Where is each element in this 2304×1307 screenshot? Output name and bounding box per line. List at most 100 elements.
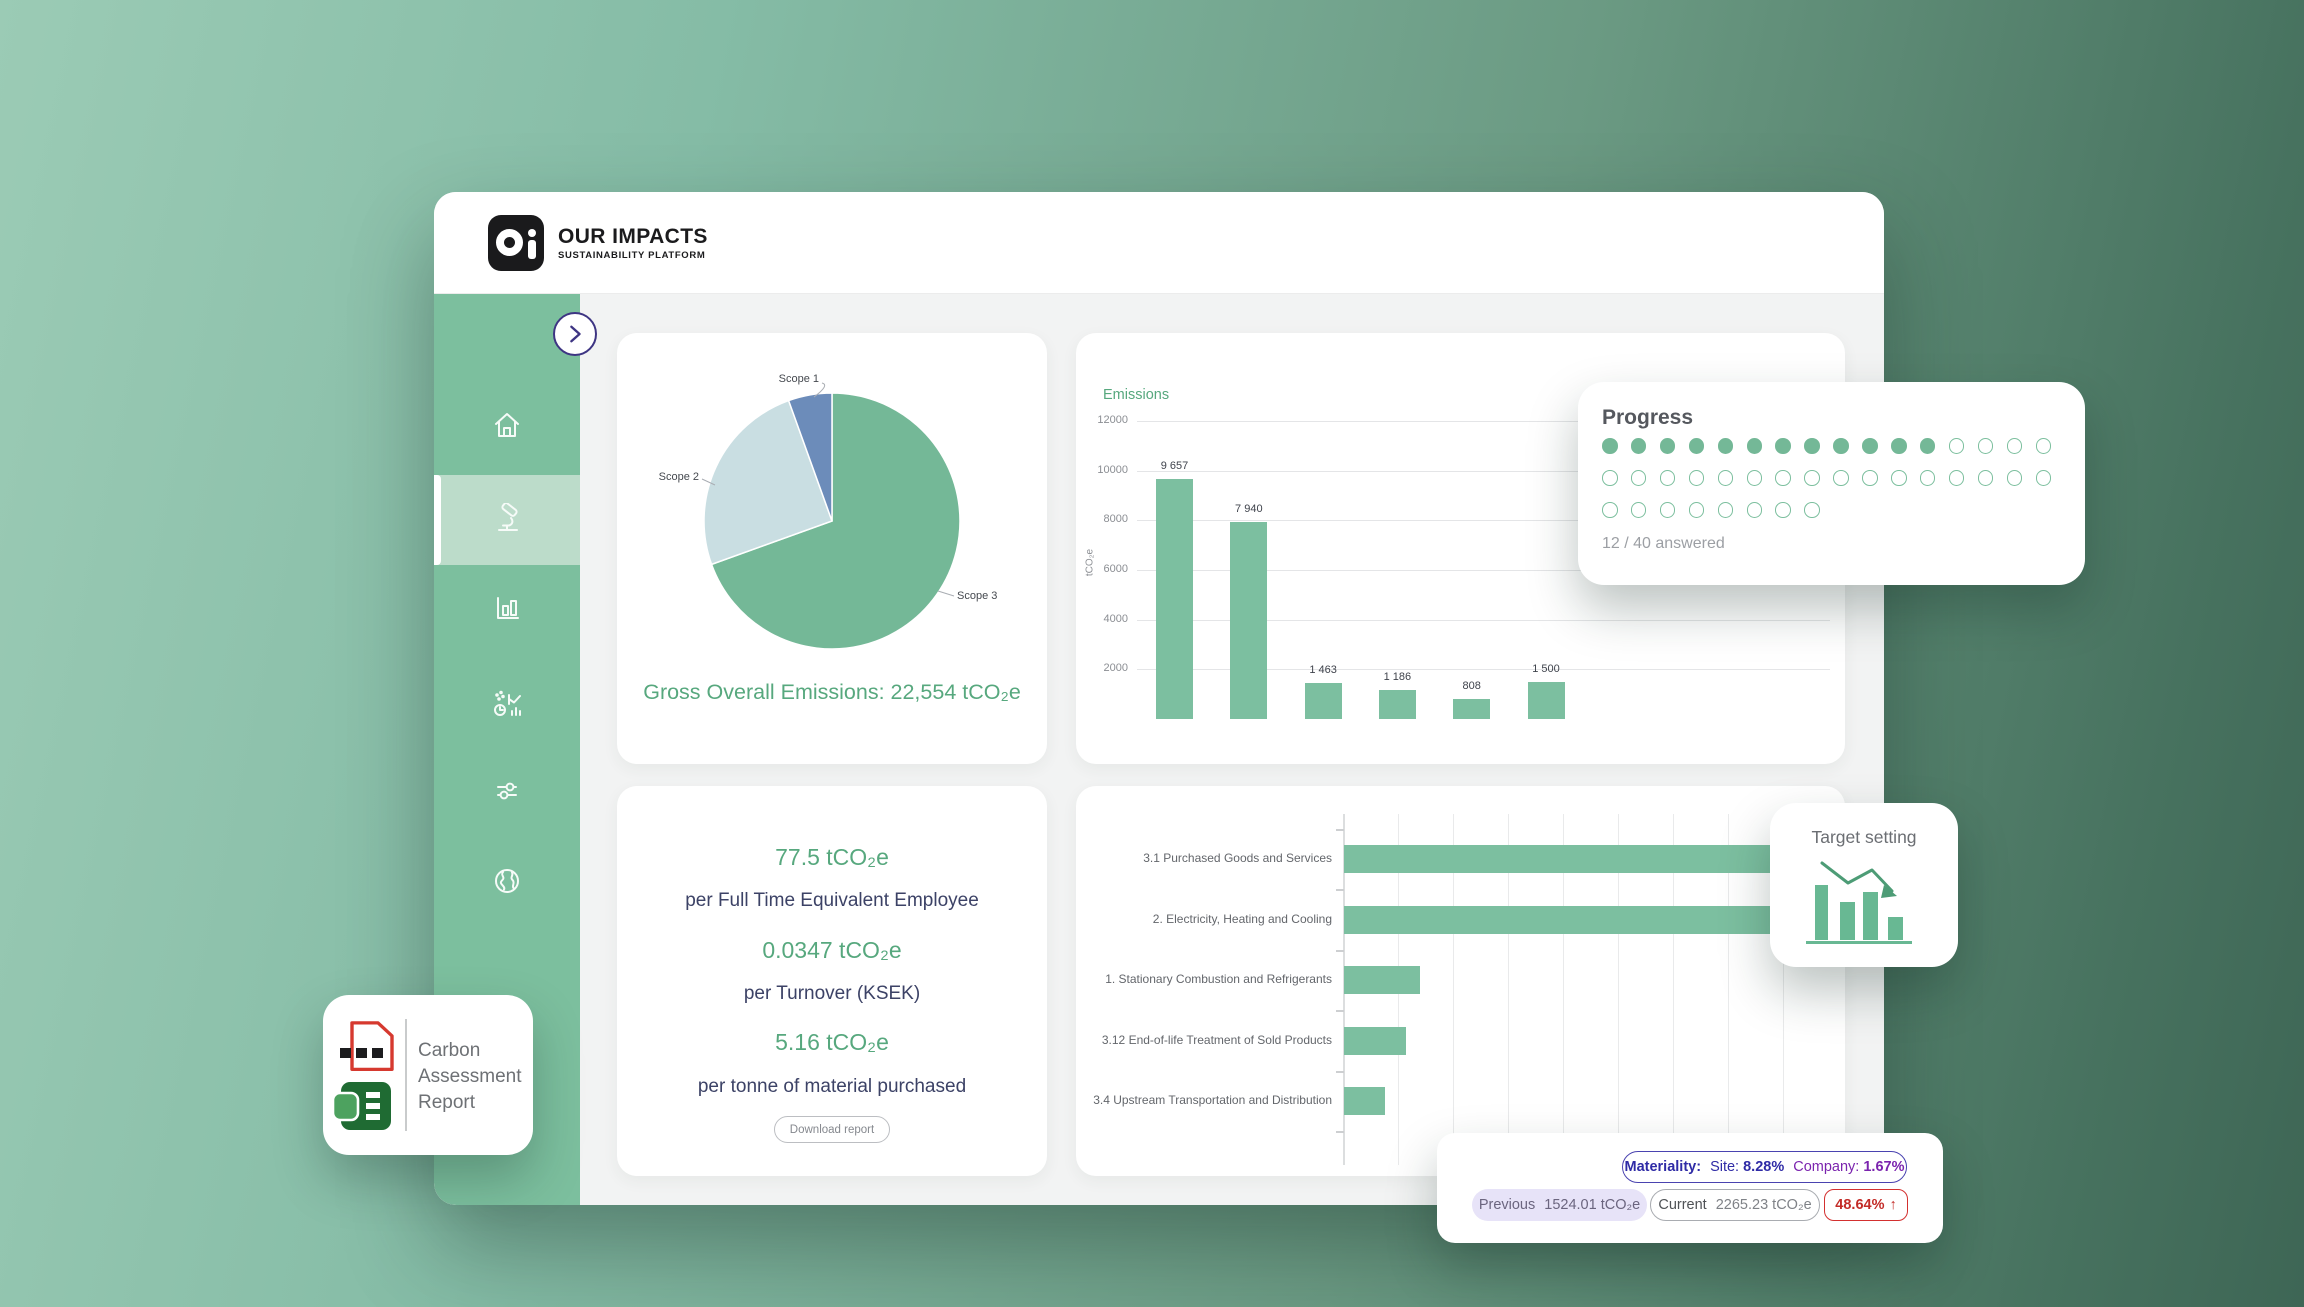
grid-line: [1137, 421, 1830, 422]
progress-title: Progress: [1602, 406, 1694, 429]
target-setting-card[interactable]: Target setting: [1770, 803, 1958, 967]
logo-o-glyph: [496, 229, 523, 256]
sidebar-item-reports[interactable]: [434, 578, 580, 638]
report-title-line3: Report: [418, 1092, 476, 1113]
metric-value-fte: 77.5 tCO₂e: [775, 844, 889, 870]
sidebar-item-home[interactable]: [434, 396, 580, 456]
bar: [1344, 845, 1790, 873]
pie-slice-scope-3: [710, 392, 961, 650]
y-axis-tick-mark: [1336, 1071, 1344, 1073]
progress-dot-unanswered: [1688, 470, 1705, 486]
bar-value-label: 1 500: [1532, 662, 1560, 675]
globe-icon: [495, 869, 519, 893]
bar: [1156, 479, 1193, 719]
pie-slice-scope-2: [703, 399, 833, 566]
progress-dot-answered: [1659, 438, 1676, 454]
current-value-badge: Current 2265.23 tCO₂e: [1650, 1189, 1820, 1221]
bar-value-label: 1 186: [1383, 670, 1412, 683]
grid-line: [1137, 570, 1830, 571]
progress-dot-unanswered: [1919, 470, 1936, 486]
progress-dot-answered: [1919, 438, 1936, 454]
arrow-up-icon: ↑: [1889, 1197, 1897, 1213]
y-axis-tick-label: 10000: [1097, 463, 1128, 476]
intensity-metrics-card: 77.5 tCO₂e per Full Time Equivalent Empl…: [617, 786, 1047, 1176]
progress-dot-unanswered: [1659, 502, 1676, 518]
brand-tagline: SUSTAINABILITY PLATFORM: [558, 249, 706, 261]
progress-dot-unanswered: [1775, 502, 1791, 518]
analytics-clock-icon: [494, 690, 521, 716]
metric-value-material: 5.16 tCO₂e: [775, 1029, 889, 1055]
scope-pie-chart: [701, 382, 961, 650]
grid-line: [1728, 814, 1729, 1165]
progress-dot-unanswered: [1804, 470, 1820, 486]
grid-line: [1618, 814, 1619, 1165]
bar: [1344, 1026, 1407, 1055]
report-document-icon: [340, 1021, 394, 1071]
progress-dot-unanswered: [1862, 470, 1878, 486]
our-impacts-logo: [488, 214, 544, 271]
bar-value-label: 7 940: [1235, 502, 1263, 515]
grid-line: [1563, 814, 1564, 1165]
bar: [1453, 698, 1491, 719]
gross-emissions-caption: Gross Overall Emissions: 22,554 tCO₂e: [643, 680, 1021, 704]
y-axis-tick-label: 6000: [1103, 563, 1128, 575]
sidebar-item-assessment[interactable]: [434, 490, 580, 550]
progress-dot-unanswered: [1630, 502, 1647, 518]
progress-dot-unanswered: [1602, 470, 1618, 486]
progress-dot-answered: [1746, 438, 1762, 454]
sidebar-item-global[interactable]: [434, 851, 580, 911]
progress-dot-answered: [1688, 438, 1705, 454]
materiality-badge: Materiality: Site: 8.28% Company: 1.67%: [1622, 1151, 1907, 1183]
sidebar-item-analytics[interactable]: [434, 674, 580, 734]
sidebar-item-settings[interactable]: [434, 761, 580, 821]
progress-dot-unanswered: [1977, 470, 1994, 486]
grid-line: [1137, 470, 1830, 472]
target-setting-title: Target setting: [1811, 827, 1917, 847]
report-title-line2: Assessment: [418, 1066, 522, 1087]
previous-value-badge: Previous 1524.01 tCO₂e: [1472, 1189, 1647, 1221]
progress-dot-unanswered: [1688, 502, 1705, 518]
company-value: 1.67%: [1863, 1159, 1905, 1175]
pie-label-scope1: Scope 1: [778, 373, 819, 385]
brand-text: OUR IMPACTS SUSTAINABILITY PLATFORM: [558, 225, 708, 261]
y-axis-tick-label: 8000: [1103, 513, 1128, 526]
pie-leader-lines: [701, 382, 955, 597]
progress-dot-unanswered: [2006, 470, 2023, 486]
materiality-company: Company: 1.67%: [1793, 1159, 1904, 1175]
target-mini-chart-icon: [1806, 861, 1912, 944]
report-title-line1: Carbon: [418, 1040, 481, 1061]
y-axis-tick-label: 4000: [1103, 612, 1128, 625]
bar: [1378, 689, 1416, 719]
change-value: 48.64%: [1835, 1197, 1885, 1213]
pie-label-scope3: Scope 3: [957, 590, 998, 602]
category-label: 1. Stationary Combustion and Refrigerant…: [1105, 972, 1332, 986]
materiality-site: Site: 8.28%: [1710, 1159, 1784, 1175]
materiality-label: Materiality:: [1624, 1159, 1702, 1175]
scope-pie-chart-card: Scope 1 Scope 2 Scope 3 Gross Overall Em…: [617, 333, 1047, 764]
grid-line: [1137, 619, 1830, 621]
progress-dot-answered: [1717, 438, 1734, 454]
progress-dot-answered: [1891, 438, 1907, 454]
bar: [1344, 1087, 1385, 1115]
report-card-title: Carbon Assessment Report: [418, 1038, 521, 1116]
bar-value-label: 808: [1462, 679, 1481, 692]
progress-card: Progress 12 / 40 answered: [1578, 382, 2085, 585]
y-axis-tick-mark: [1336, 1131, 1344, 1133]
metric-label-fte: per Full Time Equivalent Employee: [685, 890, 979, 911]
y-axis-tick-label: 12000: [1097, 414, 1128, 426]
change-percent-badge: 48.64% ↑: [1824, 1189, 1908, 1221]
progress-dot-answered: [1804, 438, 1820, 454]
grid-line: [1673, 814, 1674, 1165]
emissions-chart-title: Emissions: [1103, 387, 1170, 403]
download-report-button[interactable]: Download report: [774, 1116, 890, 1143]
progress-dot-unanswered: [2035, 438, 2051, 454]
carbon-assessment-report-card[interactable]: Carbon Assessment Report: [323, 995, 533, 1155]
progress-dot-unanswered: [1833, 470, 1849, 486]
pie-label-scope2: Scope 2: [658, 471, 699, 483]
grid-line: [1453, 814, 1454, 1165]
sidebar-expand-button[interactable]: [553, 312, 597, 356]
progress-dot-answered: [1833, 438, 1849, 454]
y-axis-tick-mark: [1336, 950, 1344, 952]
progress-dot-answered: [1630, 438, 1647, 454]
bar: [1527, 681, 1565, 719]
